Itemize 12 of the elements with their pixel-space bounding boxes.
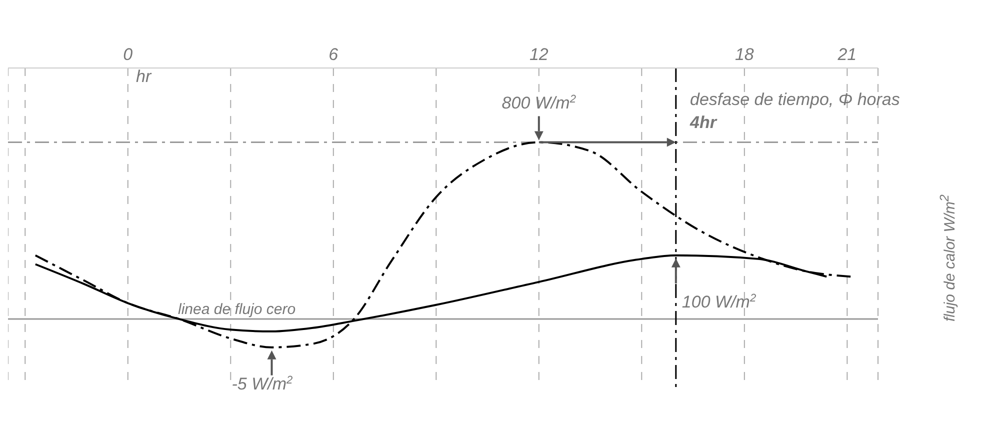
x-tick-label: 6	[328, 45, 339, 64]
x-tick-label: 21	[836, 45, 857, 64]
text: desfase de tiempo, Φ horas	[690, 90, 900, 109]
text: hr	[136, 67, 152, 86]
annotation: 100 W/m$^{2}$	[682, 292, 756, 312]
annotation: -5 W/m$^{2}$	[232, 374, 293, 394]
annotation: 800 W/m$^{2}$	[502, 93, 576, 112]
x-tick-label: 18	[734, 45, 754, 64]
ref-line-label: linea de flujo cero	[178, 301, 296, 318]
text: 4hr	[689, 113, 718, 132]
x-tick-label: 0	[123, 45, 134, 64]
x-tick-label: 12	[529, 45, 549, 64]
